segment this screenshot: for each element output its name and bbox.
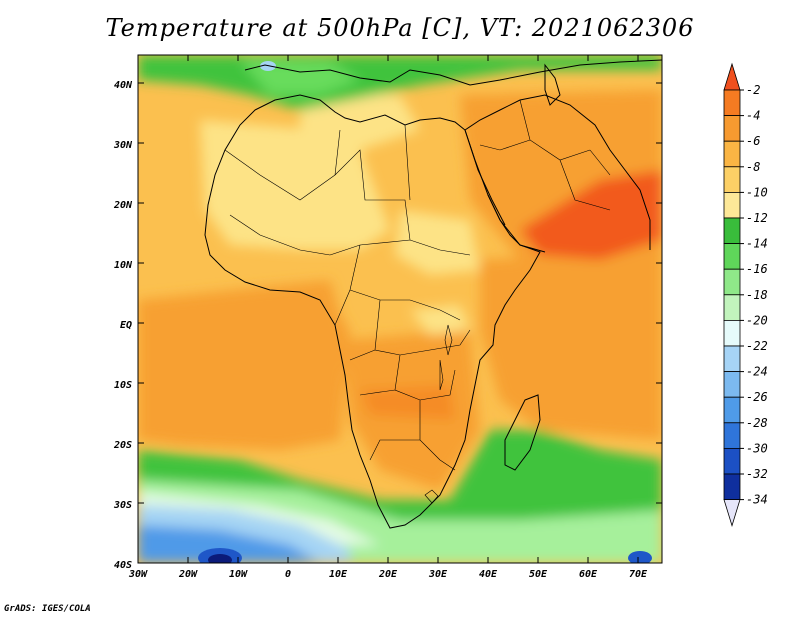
lon-label: 30E [428, 569, 448, 580]
border-lines [224, 99, 611, 471]
cold-core-southeast [628, 551, 652, 563]
colorbar-segment [723, 447, 741, 475]
colorbar-label: -2 [746, 83, 760, 97]
lat-label: 20N [113, 200, 133, 211]
colorbar-segment [723, 243, 741, 270]
lon-label: 70E [629, 569, 648, 580]
colorbar-segment [723, 371, 741, 398]
colorbar-label: -26 [746, 390, 768, 404]
colorbar-segment [723, 345, 741, 373]
colorbar-segment [723, 294, 741, 321]
red-sea [464, 129, 506, 226]
colorbar-label: -14 [746, 237, 768, 251]
colorbar-label: -20 [746, 313, 768, 327]
colorbar-label: -18 [746, 288, 768, 302]
colorbar: -2 -4 -6 -8 -10 -12 -14 -16 -18 -20 -22 -24 -26 -28 -3… [723, 62, 768, 527]
lon-label: 10E [329, 569, 348, 580]
caspian-sea [544, 63, 561, 106]
lat-label: 20S [113, 440, 132, 451]
colorbar-label: -30 [746, 441, 768, 455]
madagascar-coastline [504, 394, 541, 471]
colorbar-label: -10 [746, 185, 768, 199]
longitude-axis: 30W 20W 10W 0 10E 20E 30E 40E 50E 60E 70… [128, 569, 648, 580]
zone-yellow-sudan [395, 210, 480, 275]
lon-label: 30W [128, 569, 148, 580]
colorbar-label: -34 [746, 493, 768, 507]
colorbar-segment [723, 319, 741, 347]
colorbar-label: -6 [746, 134, 760, 148]
lat-label: 40N [114, 80, 133, 91]
colorbar-label: -32 [746, 467, 768, 481]
colorbar-label: -24 [746, 365, 768, 379]
lon-label: 60E [579, 569, 598, 580]
zone-red-southern-africa [360, 385, 455, 420]
lat-label: 30N [113, 140, 133, 151]
colorbar-label: -12 [746, 211, 768, 225]
cold-core-southwest-center [208, 554, 232, 563]
lon-label: 20E [378, 569, 398, 580]
colorbar-bottom-arrow [723, 499, 741, 527]
arabia-coastline [464, 94, 651, 253]
coastlines [204, 59, 662, 529]
latitude-axis: 40N 30N 20N 10N EQ 10S 20S 30S 40S [113, 80, 133, 571]
colorbar-top-arrow [723, 62, 741, 91]
colorbar-label: -8 [746, 160, 760, 174]
colorbar-label: -4 [746, 109, 760, 123]
lat-label: 10S [114, 380, 132, 391]
colorbar-segment [723, 115, 741, 142]
zone-blue-south [138, 525, 320, 563]
lon-label: 40E [479, 569, 498, 580]
great-lakes [439, 324, 453, 391]
zone-orange-indian-ocean [480, 250, 662, 440]
europe-coastline [244, 59, 662, 86]
tick-marks [137, 55, 662, 564]
colorbar-label: -16 [746, 262, 768, 276]
zone-yellow-north [300, 90, 420, 150]
lon-label: 10W [229, 569, 248, 580]
colorbar-segment [723, 396, 741, 424]
credit-text: GrADS: IGES/COLA [4, 604, 91, 614]
colorbar-segment [723, 422, 741, 449]
plot-frame [137, 54, 663, 564]
colorbar-segment [723, 89, 741, 117]
colorbar-segment [723, 140, 741, 168]
colorbar-segment [723, 217, 741, 245]
lesotho-border [424, 489, 439, 504]
colorbar-label: -22 [746, 339, 768, 353]
zone-yellow-sahara [200, 120, 390, 250]
lat-label: 40S [114, 560, 132, 571]
lon-label: 20W [178, 569, 198, 580]
colorbar-segment [723, 473, 741, 501]
lat-label: EQ [120, 320, 132, 331]
colorbar-segment [723, 268, 741, 296]
map-title: Temperature at 500hPa [C], VT: 202106230… [105, 14, 695, 42]
lon-label: 50E [529, 569, 548, 580]
zone-red-arabian-sea [520, 170, 662, 260]
temperature-field [138, 55, 662, 563]
lon-label: 0 [285, 569, 291, 580]
colorbar-segment [723, 191, 741, 219]
country-borders [224, 99, 611, 504]
africa-coastline [204, 94, 541, 529]
zone-yellow-central-africa [410, 305, 470, 335]
lat-label: 30S [113, 500, 132, 511]
lat-label: 10N [114, 260, 133, 271]
colorbar-segment [723, 166, 741, 193]
colorbar-label: -28 [746, 416, 768, 430]
zone-orange-atlantic [138, 300, 350, 450]
